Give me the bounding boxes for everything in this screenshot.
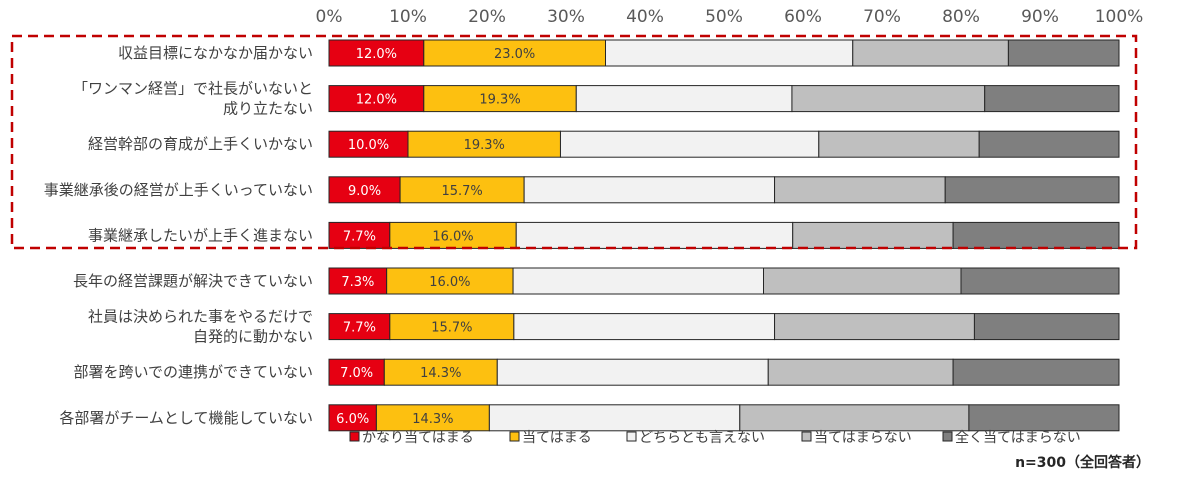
bar-segment bbox=[944, 176, 1120, 204]
data-label: 15.7% bbox=[431, 321, 472, 336]
bar-segment bbox=[328, 176, 401, 204]
data-label: 6.0% bbox=[336, 412, 369, 427]
data-label: 16.0% bbox=[432, 229, 473, 244]
bar-segment bbox=[791, 85, 986, 113]
bar-segment bbox=[767, 358, 954, 386]
bar-segment bbox=[512, 267, 764, 295]
category-label: 経営幹部の育成が上手くいかない bbox=[88, 135, 313, 153]
bar-segment bbox=[763, 267, 962, 295]
data-label: 19.3% bbox=[464, 138, 505, 153]
data-label: 19.3% bbox=[479, 93, 520, 108]
legend-swatch bbox=[801, 431, 812, 442]
bar-segment bbox=[515, 221, 794, 249]
bar-segment bbox=[968, 404, 1120, 432]
data-label: 16.0% bbox=[429, 275, 470, 290]
x-tick-label: 100% bbox=[1095, 7, 1144, 27]
bar-segment bbox=[792, 221, 954, 249]
data-label: 7.7% bbox=[343, 321, 376, 336]
category-label: 成り立たない bbox=[223, 100, 313, 118]
bar-segment bbox=[575, 85, 793, 113]
x-tick-label: 20% bbox=[468, 7, 506, 27]
data-label: 12.0% bbox=[356, 47, 397, 62]
category-label: 社員は決められた事をやるだけで bbox=[88, 308, 313, 326]
bar-segment bbox=[407, 130, 561, 158]
x-tick-label: 90% bbox=[1021, 7, 1059, 27]
legend-label: どちらとも言えない bbox=[639, 430, 765, 446]
bar-segment bbox=[739, 404, 970, 432]
x-tick-label: 60% bbox=[784, 7, 822, 27]
x-tick-label: 10% bbox=[389, 7, 427, 27]
legend-swatch bbox=[509, 431, 520, 442]
x-tick-label: 70% bbox=[863, 7, 901, 27]
legend-swatch bbox=[942, 431, 953, 442]
legend-label: 当てはまる bbox=[522, 430, 592, 446]
category-label: 「ワンマン経営」で社長がいないと bbox=[73, 80, 313, 98]
bar-segment bbox=[488, 404, 741, 432]
bar-segment bbox=[383, 358, 498, 386]
data-label: 15.7% bbox=[441, 184, 482, 199]
data-label: 12.0% bbox=[356, 93, 397, 108]
bar-segment bbox=[399, 176, 525, 204]
data-label: 9.0% bbox=[348, 184, 381, 199]
legend-swatch bbox=[626, 431, 637, 442]
data-label: 14.3% bbox=[420, 366, 461, 381]
bar-segment bbox=[328, 39, 425, 67]
bar-segment bbox=[973, 313, 1120, 341]
legend: かなり当てはまる 当てはまる どちらとも言えない 当てはまらない 全く当てはまらない bbox=[349, 429, 1081, 446]
highlight-box bbox=[10, 34, 1138, 250]
data-label: 7.0% bbox=[340, 366, 373, 381]
category-label: 収益目標になかなか届かない bbox=[118, 44, 313, 62]
legend-label: 全く当てはまらない bbox=[955, 429, 1081, 446]
data-label: 10.0% bbox=[348, 138, 389, 153]
bar-segment bbox=[978, 130, 1120, 158]
category-label: 事業継承したいが上手く進まない bbox=[88, 226, 313, 244]
legend-swatch bbox=[349, 431, 360, 442]
category-label: 自発的に動かない bbox=[193, 328, 313, 346]
data-label: 7.7% bbox=[343, 229, 376, 244]
category-label: 事業継承後の経営が上手くいっていない bbox=[44, 181, 313, 199]
legend-label: 当てはまらない bbox=[814, 430, 912, 446]
bar-segment bbox=[960, 267, 1120, 295]
x-tick-label: 40% bbox=[626, 7, 664, 27]
bar-segment bbox=[328, 313, 391, 341]
bar-segment bbox=[328, 85, 425, 113]
category-labels: 収益目標になかなか届かない「ワンマン経営」で社長がいないと成り立たない経営幹部の… bbox=[44, 44, 313, 427]
bar-segment bbox=[389, 313, 515, 341]
x-axis-ticks: 0% 10% 20% 30% 40% 50% 60% 70% 80% 90% 100% bbox=[316, 7, 1144, 27]
data-label: 14.3% bbox=[412, 412, 453, 427]
legend-label: かなり当てはまる bbox=[362, 430, 474, 446]
x-tick-label: 80% bbox=[942, 7, 980, 27]
bar-segment bbox=[375, 404, 490, 432]
x-tick-label: 50% bbox=[705, 7, 743, 27]
bar-segment bbox=[818, 130, 980, 158]
bar-segment bbox=[952, 221, 1120, 249]
sample-size-note: n=300（全回答者） bbox=[1015, 454, 1150, 471]
bar-segment bbox=[952, 358, 1120, 386]
bar-segment bbox=[605, 39, 854, 67]
category-label: 部署を跨いでの連携ができていない bbox=[73, 363, 313, 381]
bar-segment bbox=[984, 85, 1120, 113]
bar-segment bbox=[328, 404, 377, 432]
bars: 12.0% 23.0% 12.0% 19.3% 10.0% 19.3% 9.0% 15.7% 7… bbox=[328, 39, 1120, 432]
x-tick-label: 30% bbox=[547, 7, 585, 27]
bar-segment bbox=[852, 39, 1009, 67]
bar-segment bbox=[423, 39, 606, 67]
bar-segment bbox=[1007, 39, 1120, 67]
bar-segment bbox=[774, 176, 946, 204]
x-tick-label: 0% bbox=[316, 7, 343, 27]
bar-segment bbox=[559, 130, 820, 158]
bar-segment bbox=[389, 221, 517, 249]
bar-segment bbox=[496, 358, 769, 386]
category-label: 各部署がチームとして機能していない bbox=[59, 409, 313, 427]
bar-segment bbox=[523, 176, 776, 204]
bar-segment bbox=[513, 313, 776, 341]
data-label: 7.3% bbox=[341, 275, 374, 290]
bar-segment bbox=[328, 130, 409, 158]
category-label: 長年の経営課題が解決できていない bbox=[73, 272, 313, 290]
data-label: 23.0% bbox=[494, 47, 535, 62]
bar-segment bbox=[774, 313, 975, 341]
bar-segment bbox=[386, 267, 514, 295]
